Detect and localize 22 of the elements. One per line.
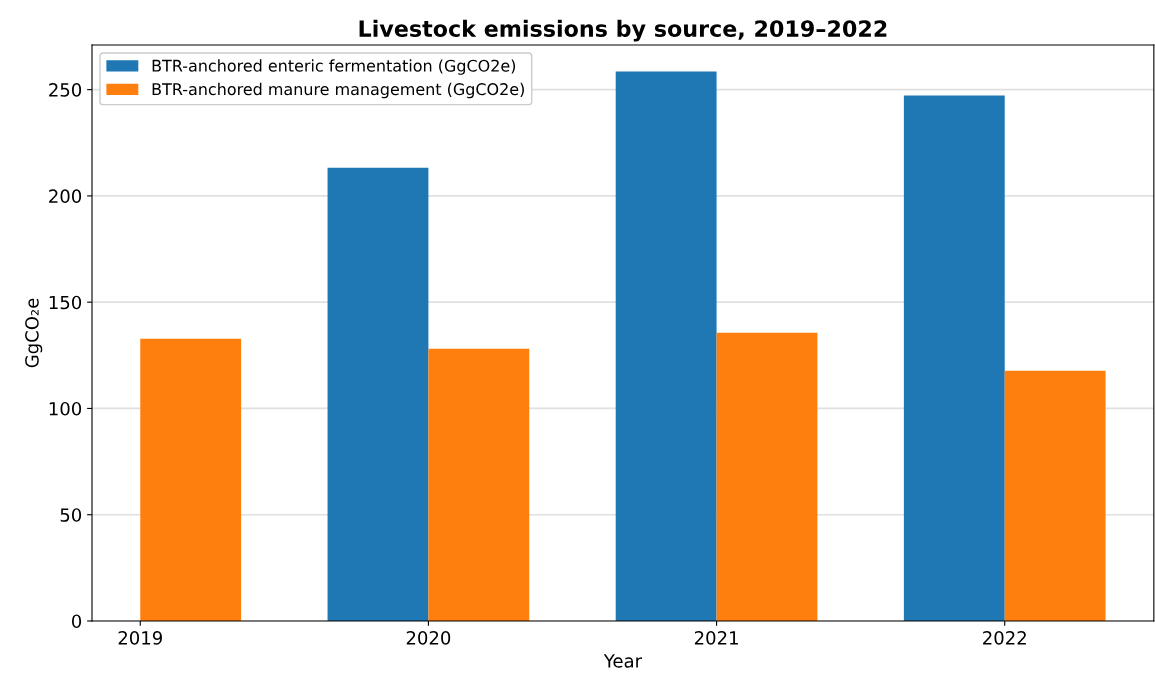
bar bbox=[327, 167, 429, 621]
y-tick-label: 0 bbox=[71, 614, 82, 629]
y-tick-label: 50 bbox=[60, 508, 82, 522]
legend-label: BTR-anchored enteric fermentation (GgCO2e) bbox=[152, 59, 516, 75]
bar bbox=[716, 332, 818, 621]
x-tick-label: 2020 bbox=[406, 631, 451, 645]
chart-title: Livestock emissions by source, 2019–2022 bbox=[359, 19, 887, 42]
legend-label: BTR-anchored manure management (GgCO2e) bbox=[152, 82, 524, 99]
y-axis-title: GgCO₂e bbox=[25, 298, 43, 368]
x-tick-label: 2022 bbox=[983, 631, 1026, 645]
y-tick-label: 150 bbox=[49, 295, 82, 310]
x-axis-title: Year bbox=[603, 654, 643, 668]
bar bbox=[903, 95, 1005, 621]
y-tick-label: 100 bbox=[49, 401, 82, 416]
y-tick-label: 250 bbox=[49, 83, 82, 97]
x-tick-label: 2021 bbox=[694, 631, 738, 645]
bar bbox=[1004, 370, 1106, 621]
bar bbox=[428, 348, 530, 621]
x-tick-label: 2019 bbox=[118, 631, 162, 645]
y-tick-label: 200 bbox=[49, 189, 82, 204]
bar bbox=[615, 71, 717, 621]
bar bbox=[140, 338, 242, 621]
